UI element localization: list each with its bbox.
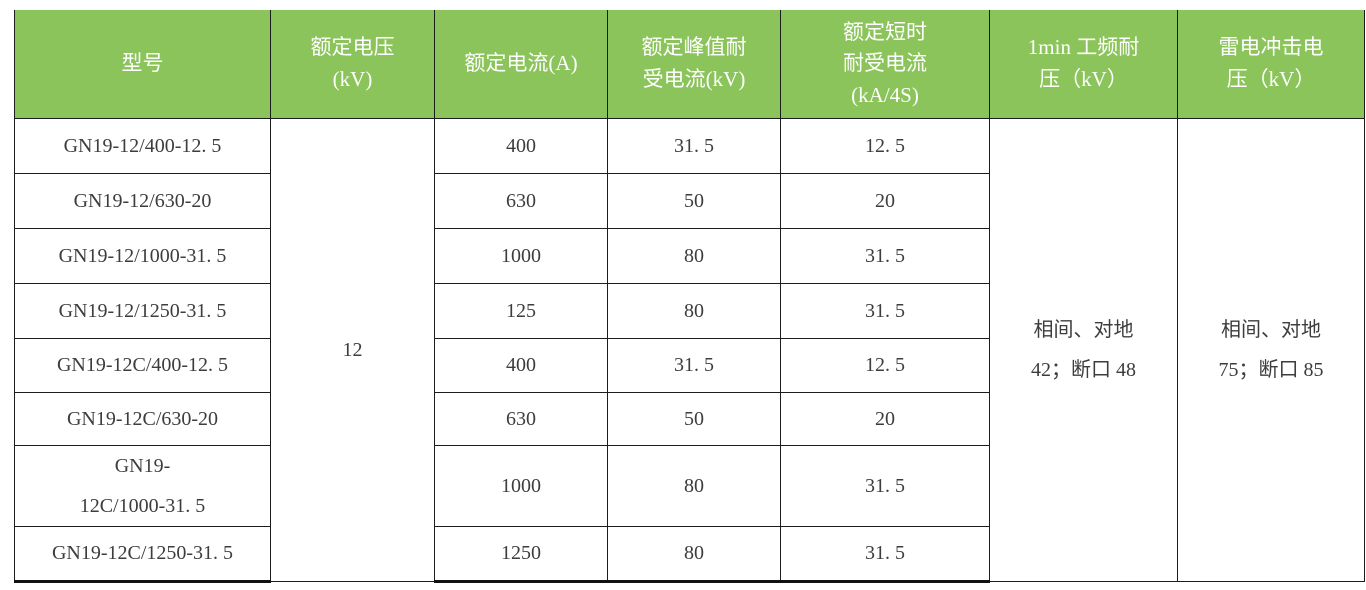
cell-model: GN19-12/400-12. 5 xyxy=(14,117,271,174)
cell-rated-current: 1000 xyxy=(434,227,608,284)
header-cell-peak-withstand-current: 额定峰值耐 受电流(kV) xyxy=(607,10,781,119)
table-row: GN19-12C/630-20 630 50 20 xyxy=(14,391,1365,446)
spec-table: 型号 额定电压 (kV) 额定电流(A) 额定峰值耐 受电流(kV) 额定短时 … xyxy=(14,10,1365,583)
cell-peak: 80 xyxy=(607,444,781,527)
cell-short-time: 12. 5 xyxy=(780,117,990,174)
cell-rated-current: 400 xyxy=(434,337,608,393)
cell-peak: 50 xyxy=(607,391,781,446)
cell-short-time: 31. 5 xyxy=(780,227,990,284)
cell-rated-current: 630 xyxy=(434,172,608,229)
header-cell-lightning-impulse-voltage: 雷电冲击电 压（kV） xyxy=(1177,10,1365,119)
cell-rated-current: 630 xyxy=(434,391,608,446)
cell-lightning-impulse-merged: 相间、对地 75；断口 85 xyxy=(1177,117,1365,582)
header-cell-rated-voltage: 额定电压 (kV) xyxy=(270,10,435,119)
cell-peak: 80 xyxy=(607,227,781,284)
cell-peak: 80 xyxy=(607,282,781,339)
cell-short-time: 31. 5 xyxy=(780,282,990,339)
header-row: 型号 额定电压 (kV) 额定电流(A) 额定峰值耐 受电流(kV) 额定短时 … xyxy=(14,10,1365,119)
cell-peak: 80 xyxy=(607,525,781,583)
cell-peak: 50 xyxy=(607,172,781,229)
cell-short-time: 31. 5 xyxy=(780,444,990,527)
cell-peak: 31. 5 xyxy=(607,337,781,393)
cell-rated-voltage-merged: 12 xyxy=(270,117,435,582)
table-row: GN19-12/630-20 630 50 20 xyxy=(14,172,1365,229)
cell-model: GN19-12C/400-12. 5 xyxy=(14,337,271,393)
header-cell-short-time-withstand-current: 额定短时 耐受电流 (kA/4S) xyxy=(780,10,990,119)
cell-model: GN19-12C/630-20 xyxy=(14,391,271,446)
cell-short-time: 20 xyxy=(780,172,990,229)
cell-short-time: 20 xyxy=(780,391,990,446)
header-cell-model: 型号 xyxy=(14,10,271,119)
table-row: GN19-12/1000-31. 5 1000 80 31. 5 xyxy=(14,227,1365,284)
table-row: GN19-12/400-12. 5 12 400 31. 5 12. 5 相间、… xyxy=(14,117,1365,582)
cell-peak: 31. 5 xyxy=(607,117,781,174)
cell-model: GN19-12/630-20 xyxy=(14,172,271,229)
cell-rated-current: 125 xyxy=(434,282,608,339)
cell-model: GN19-12C/1250-31. 5 xyxy=(14,525,271,583)
cell-rated-current: 1000 xyxy=(434,444,608,527)
cell-model: GN19- 12C/1000-31. 5 xyxy=(14,444,271,527)
table-row: GN19- 12C/1000-31. 5 1000 80 31. 5 xyxy=(14,444,1365,527)
table-row: GN19-12C/400-12. 5 400 31. 5 12. 5 xyxy=(14,337,1365,393)
table-row: GN19-12C/1250-31. 5 1250 80 31. 5 xyxy=(14,525,1365,583)
cell-power-frequency-merged: 相间、对地 42；断口 48 xyxy=(989,117,1178,582)
table-row: GN19-12/1250-31. 5 125 80 31. 5 xyxy=(14,282,1365,339)
cell-short-time: 12. 5 xyxy=(780,337,990,393)
header-cell-rated-current: 额定电流(A) xyxy=(434,10,608,119)
cell-model: GN19-12/1250-31. 5 xyxy=(14,282,271,339)
cell-rated-current: 400 xyxy=(434,117,608,174)
cell-model: GN19-12/1000-31. 5 xyxy=(14,227,271,284)
cell-rated-current: 1250 xyxy=(434,525,608,583)
header-cell-power-frequency-voltage: 1min 工频耐 压（kV） xyxy=(989,10,1178,119)
cell-short-time: 31. 5 xyxy=(780,525,990,583)
